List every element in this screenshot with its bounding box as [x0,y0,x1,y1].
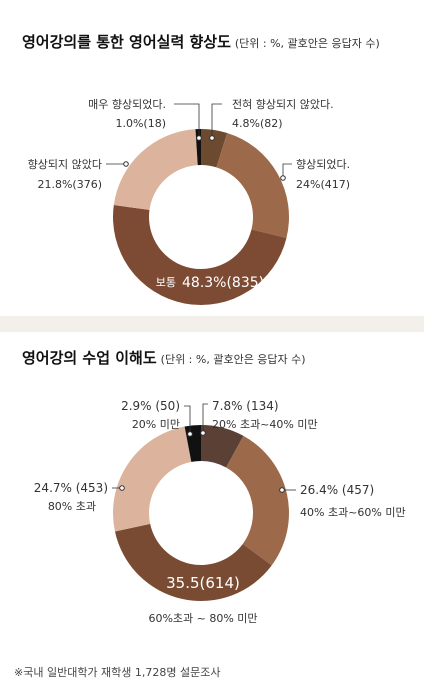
chart2-slice-2 [114,523,272,601]
chart2-slice-0 [201,425,244,468]
chart1-slice-3 [113,129,198,210]
chart2-label-name-3: 80% 초과 [48,500,96,513]
chart1-label-value-1: 24%(417) [296,178,350,191]
section-divider [0,316,424,332]
chart1-label-name-0: 전혀 향상되지 않았다. [232,98,334,111]
chart1-label-name-3: 향상되지 않았다 [28,158,102,171]
chart2-label-value-2: 35.5(614) [166,574,240,592]
chart2-label-name-1: 40% 초과~60% 미만 [300,506,406,519]
chart2-subtitle: (단위 : %, 괄호안은 응답자 수) [160,353,306,366]
chart2-donut: 7.8% (134) 20% 초과~40% 미만 2.9% (50) 20% 미… [34,399,406,625]
footnote: ※국내 일반대학가 재학생 1,728명 설문조사 [14,666,221,679]
chart2-label-name-4: 20% 미만 [132,418,180,431]
chart1-slice-0 [201,129,228,168]
chart1-title-text: 영어강의를 통한 영어실력 향상도 [22,33,231,51]
chart1-label-name-2: 보통 [156,276,176,289]
chart2-label-value-0: 7.8% (134) [212,399,279,413]
chart1-slice-2 [112,204,287,306]
chart2-slice-1 [226,435,289,566]
chart1-donut: 전혀 향상되지 않았다. 4.8%(82) 매우 향상되었다. 1.0%(18)… [28,98,350,306]
chart1-label-name-4: 매우 향상되었다. [88,98,166,111]
chart2-label-value-4: 2.9% (50) [121,399,180,413]
chart1-slice-1 [216,132,289,238]
chart1-label-value-3: 21.8%(376) [37,178,102,191]
chart1-label-value-2: 48.3%(835) [182,275,264,291]
chart1-subtitle: (단위 : %, 괄호안은 응답자 수) [234,37,380,50]
chart1-label-value-4: 1.0%(18) [115,117,166,130]
chart2-slice-3 [113,426,192,532]
chart2-label-name-2: 60%초과 ~ 80% 미만 [148,612,257,625]
chart2-label-value-3: 24.7% (453) [34,481,108,495]
chart1-label-name-1: 향상되었다. [296,158,350,171]
chart1-label-value-0: 4.8%(82) [232,117,283,130]
chart1-title: 영어강의를 통한 영어실력 향상도 (단위 : %, 괄호안은 응답자 수) [22,31,380,52]
chart2-title-text: 영어강의 수업 이해도 [22,349,157,367]
chart2-label-name-0: 20% 초과~40% 미만 [212,418,318,431]
chart2-label-value-1: 26.4% (457) [300,483,374,497]
chart2-title: 영어강의 수업 이해도 (단위 : %, 괄호안은 응답자 수) [22,347,306,368]
